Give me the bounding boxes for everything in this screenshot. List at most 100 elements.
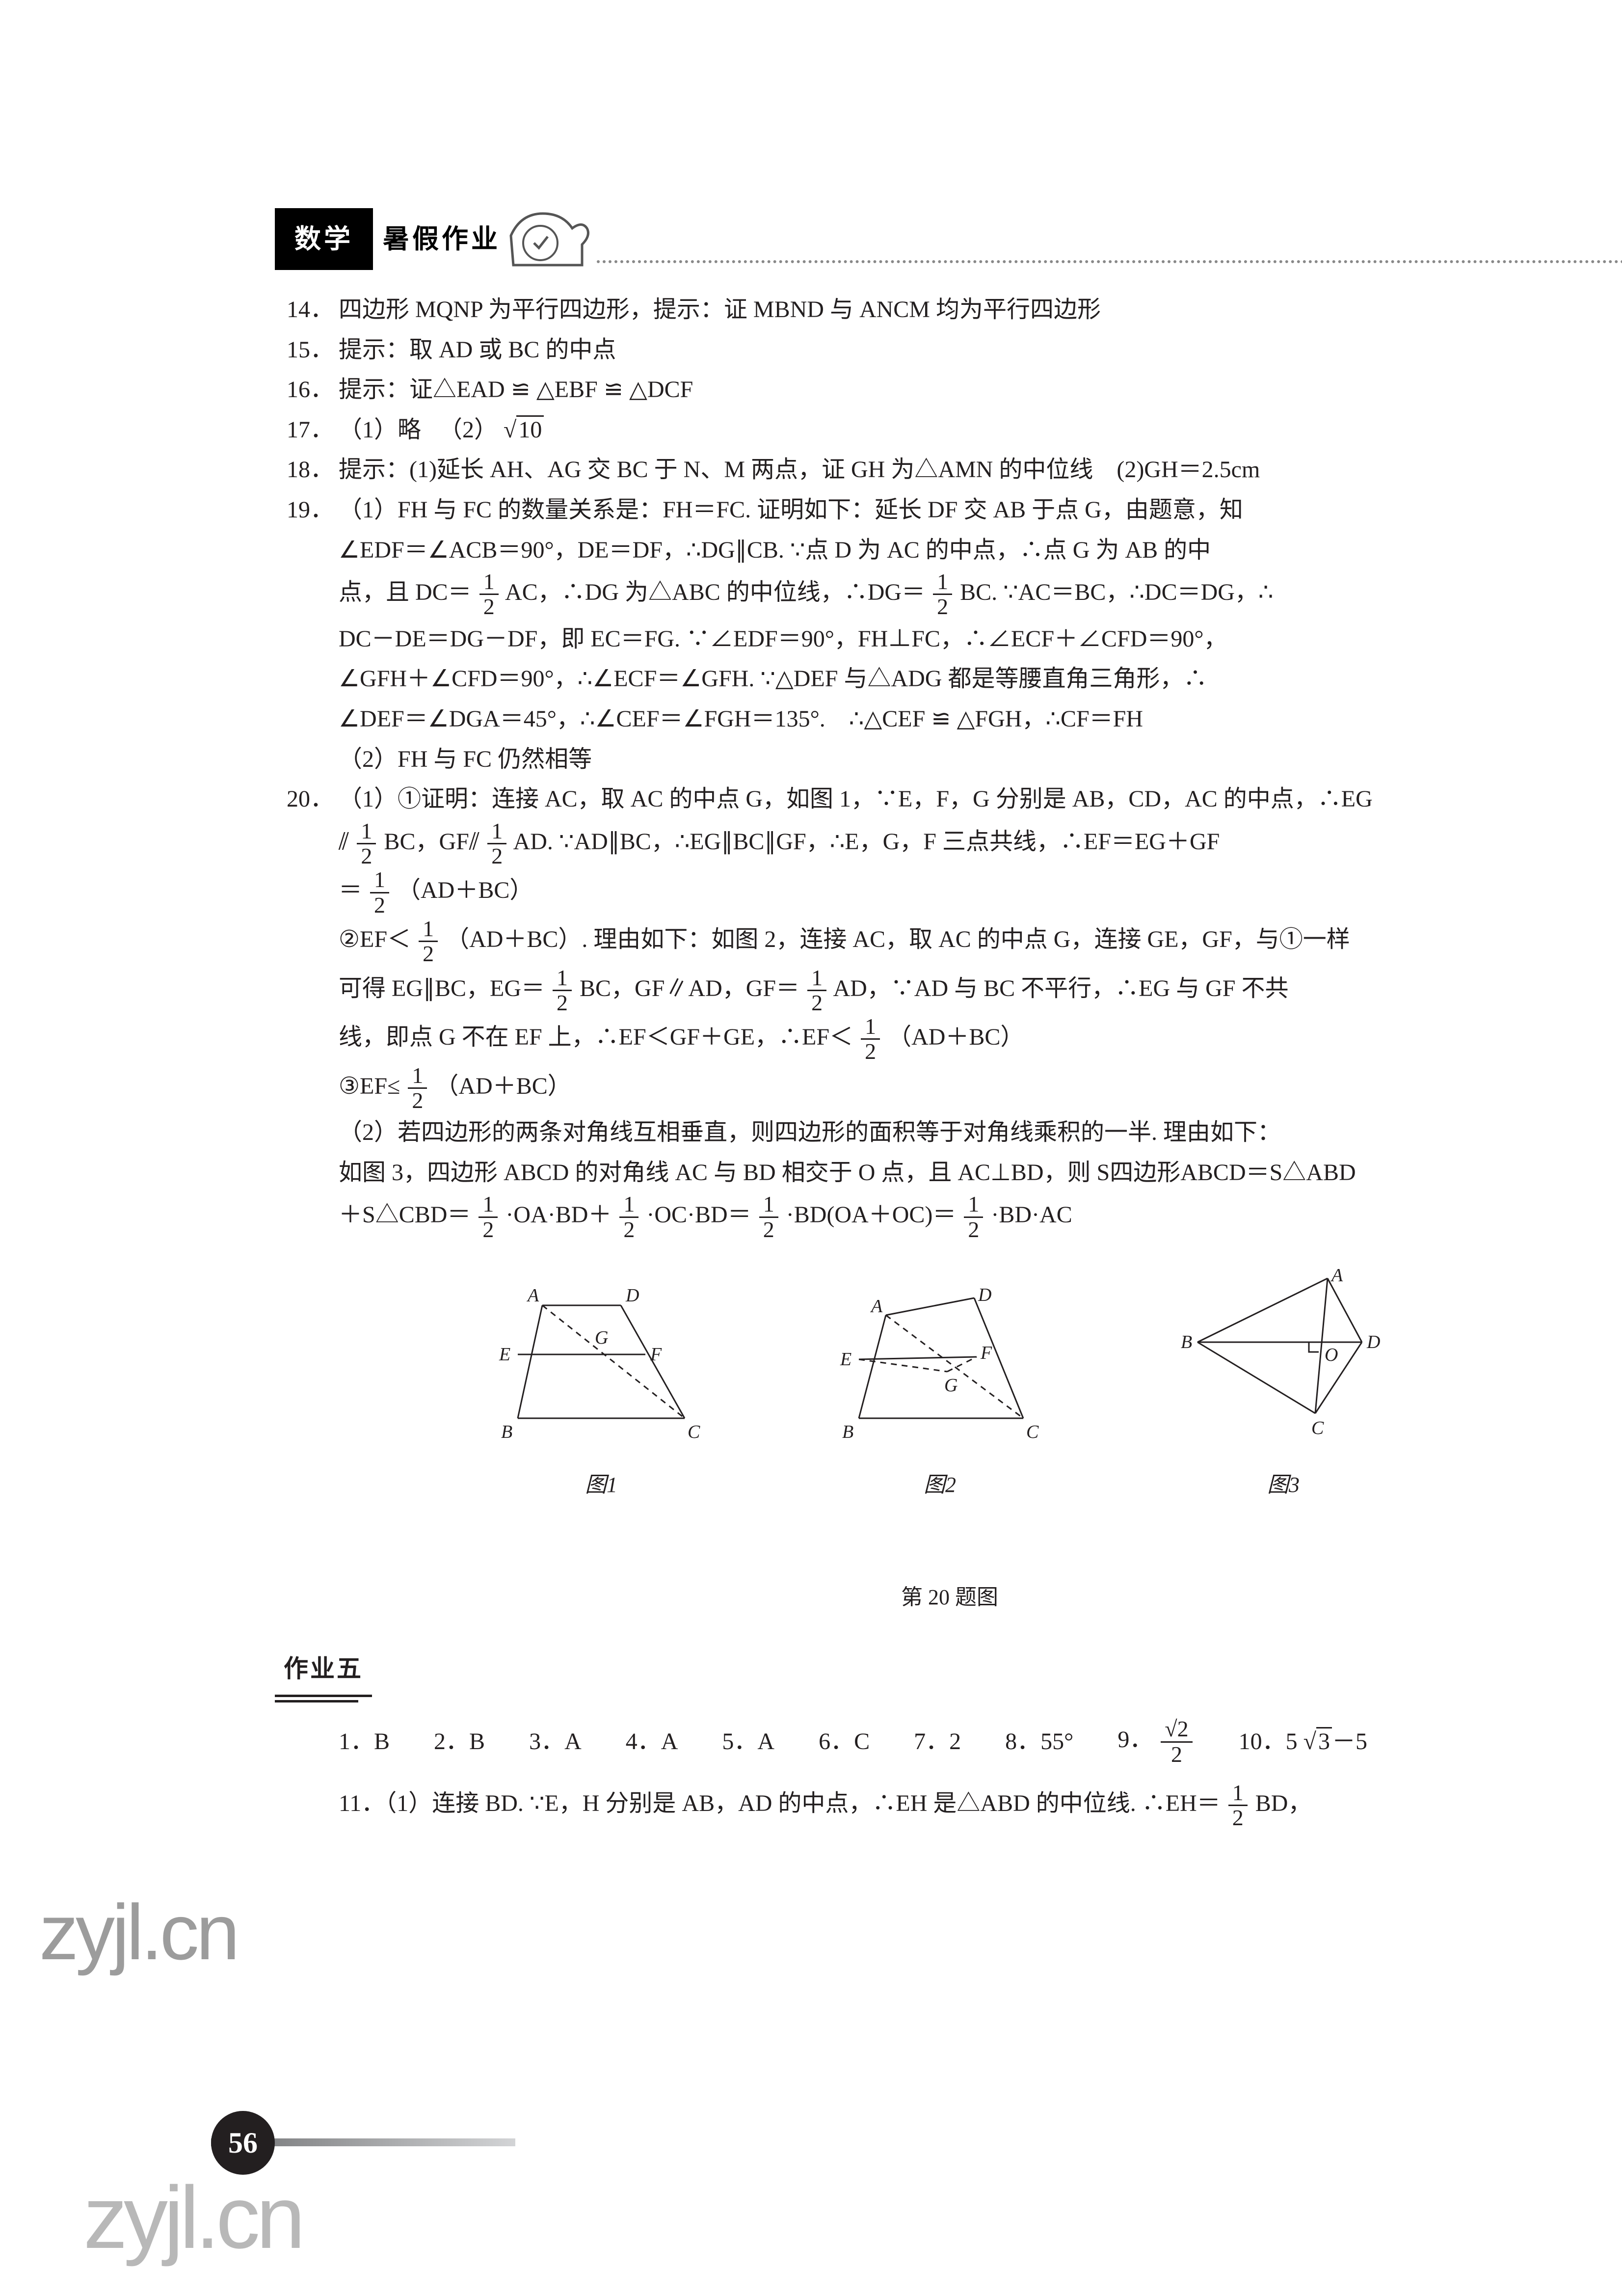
answer-text: ⫽ 12 BC，GF⫽ 12 AD. ∵AD∥BC，∴EG∥BC∥GF，∴E，G… (275, 819, 1622, 868)
figures-svg: ADEFGBC图1ADEFGBC图2ABDCO图3 (385, 1256, 1514, 1561)
fraction: 12 (370, 868, 389, 917)
answer-row: 1．B 2．B 3．A 4．A 5．A 6．C 7．2 8．55° 9． √2 … (275, 1717, 1622, 1766)
answer-text: ＋S△CBD＝ 12 ·OA·BD＋ 12 ·OC·BD＝ 12 ·BD(OA＋… (275, 1192, 1622, 1242)
text: （AD＋BC） (397, 877, 533, 903)
svg-text:C: C (688, 1422, 700, 1442)
section-heading-box: 作业五 (275, 1645, 1622, 1702)
page-number-decoration: 56 (211, 2111, 555, 2146)
sqrt: √10 (504, 410, 544, 450)
fraction: 12 (479, 1192, 498, 1242)
part: （1）略 (339, 417, 421, 443)
svg-text:A: A (526, 1285, 539, 1306)
svg-text:B: B (1181, 1332, 1192, 1352)
fraction: 12 (759, 1192, 778, 1242)
svg-text:D: D (1366, 1332, 1380, 1352)
page-number: 56 (211, 2111, 275, 2175)
text: ＋S△CBD＝ (339, 1202, 471, 1228)
svg-text:F: F (650, 1344, 662, 1365)
choice-answer: 6．C (819, 1722, 870, 1762)
svg-text:A: A (870, 1296, 883, 1317)
text: 11．（1）连接 BD. ∵E，H 分别是 AB，AD 的中点，∴EH 是△AB… (339, 1790, 1221, 1816)
answer-text: （2）若四边形的两条对角线互相垂直，则四边形的面积等于对角线乘积的一半. 理由如… (275, 1112, 1622, 1153)
answer-text: 提示：取 AD 或 BC 的中点 (339, 330, 1622, 370)
svg-text:G: G (595, 1327, 608, 1348)
text: BC. ∵AC＝BC，∴DC＝DG，∴ (960, 579, 1273, 605)
item-number: 18． (275, 450, 339, 490)
choice-answer: 2．B (434, 1722, 485, 1762)
text: ⫽ (339, 829, 349, 855)
fraction: 12 (479, 570, 499, 619)
text: ·OC·BD＝ (646, 1202, 751, 1228)
text: （AD＋BC） (435, 1073, 571, 1099)
text: ·BD·AC (991, 1202, 1072, 1228)
svg-text:图2: 图2 (924, 1473, 956, 1497)
svg-text:O: O (1325, 1345, 1338, 1365)
svg-text:C: C (1026, 1422, 1039, 1442)
answer-text: 线，即点 G 不在 EF 上，∴EF＜GF＋GE，∴EF＜ 12 （AD＋BC） (275, 1015, 1622, 1064)
sqrt: √3 (1303, 1722, 1332, 1762)
watermark-text: zyjl.cn (39, 1888, 237, 1976)
answer-text: ∠EDF＝∠ACB＝90°，DE＝DF，∴DG∥CB. ∵点 D 为 AC 的中… (275, 530, 1622, 570)
item-number: 16． (275, 370, 339, 410)
text: 线，即点 G 不在 EF 上，∴EF＜GF＋GE，∴EF＜ (339, 1024, 853, 1050)
text: ·BD(OA＋OC)＝ (786, 1202, 957, 1228)
answer-text: 四边形 MQNP 为平行四边形，提示：证 MBND 与 ANCM 均为平行四边形 (339, 290, 1622, 330)
svg-text:B: B (501, 1422, 512, 1442)
choice-answer: 9． √2 2 (1117, 1717, 1194, 1766)
answer-text: 提示：证△EAD ≌ △EBF ≌ △DCF (339, 370, 1622, 410)
text: ②EF＜ (339, 926, 411, 952)
text: （AD＋BC）. 理由如下：如图 2，连接 AC，取 AC 的中点 G，连接 G… (446, 926, 1350, 952)
svg-text:D: D (978, 1285, 991, 1305)
answer-text: （1）略 （2） √10 (339, 410, 1622, 450)
fraction: 12 (357, 819, 376, 868)
answer-text: ＝ 12 （AD＋BC） (275, 868, 1622, 917)
fraction: 12 (419, 917, 438, 966)
answer-text: ②EF＜ 12 （AD＋BC）. 理由如下：如图 2，连接 AC，取 AC 的中… (275, 917, 1622, 966)
fraction: 12 (861, 1015, 880, 1064)
choice-answer: 1．B (339, 1722, 390, 1762)
answer-text: ③EF≤ 12 （AD＋BC） (275, 1064, 1622, 1113)
choice-answer: 10．5 √3－5 (1239, 1722, 1367, 1762)
svg-text:C: C (1311, 1418, 1324, 1438)
section-underline (275, 1700, 358, 1702)
text: AD. ∵AD∥BC，∴EG∥BC∥GF，∴E，G，F 三点共线，∴EF＝EG＋… (513, 829, 1220, 855)
svg-text:E: E (840, 1349, 851, 1370)
text: （AD＋BC） (888, 1024, 1024, 1050)
svg-text:G: G (944, 1375, 957, 1396)
text: ·OA·BD＋ (505, 1202, 612, 1228)
item-number: 19． (275, 490, 339, 530)
answer-text: 点，且 DC＝ 12 AC，∴DG 为△ABC 的中位线，∴DG＝ 12 BC.… (275, 570, 1622, 619)
text: 点，且 DC＝ (339, 579, 472, 605)
text: BD， (1255, 1790, 1312, 1816)
watermark-text: zyjl.cn (83, 2168, 301, 2267)
answer-text: 可得 EG∥BC，EG＝ 12 BC，GF∥AD，GF＝ 12 AD，∵AD 与… (275, 966, 1622, 1015)
fraction: 12 (807, 966, 826, 1015)
fraction: √2 2 (1161, 1717, 1192, 1766)
text: AC，∴DG 为△ABC 的中位线，∴DG＝ (505, 579, 925, 605)
answer-text: （1）FH 与 FC 的数量关系是：FH＝FC. 证明如下：延长 DF 交 AB… (339, 490, 1622, 530)
text: 10．5 (1239, 1729, 1298, 1755)
fraction: 12 (619, 1192, 638, 1242)
item-number: 17． (275, 410, 339, 450)
answer-text: （2）FH 与 FC 仍然相等 (275, 739, 1622, 780)
header-title: 暑假作业 (373, 209, 510, 270)
answer-text: 如图 3，四边形 ABCD 的对角线 AC 与 BD 相交于 O 点，且 AC⊥… (275, 1153, 1622, 1193)
answer-text: 11．（1）连接 BD. ∵E，H 分别是 AB，AD 的中点，∴EH 是△AB… (275, 1781, 1622, 1830)
choice-answer: 4．A (626, 1722, 678, 1762)
watermark-logo: zyjl.cn (39, 1865, 237, 1999)
choice-answer: 7．2 (914, 1722, 961, 1762)
choice-answer: 3．A (529, 1722, 582, 1762)
part: （2） (439, 417, 498, 443)
answer-text: ∠GFH＋∠CFD＝90°，∴∠ECF＝∠GFH. ∵△DEF 与△ADG 都是… (275, 659, 1622, 699)
svg-text:E: E (499, 1344, 510, 1365)
watermark-logo: zyjl.cn (83, 2143, 301, 2293)
figure-row: ADEFGBC图1ADEFGBC图2ABDCO图3 第 20 题图 (275, 1256, 1622, 1616)
item-number: 20． (275, 779, 339, 819)
answer-text: 提示：(1)延长 AH、AG 交 BC 于 N、M 两点，证 GH 为△AMN … (339, 450, 1622, 490)
answer-text: （1）①证明：连接 AC，取 AC 的中点 G，如图 1，∵E，F，G 分别是 … (339, 779, 1622, 819)
text: －5 (1332, 1729, 1367, 1755)
text: ＝ (339, 877, 362, 903)
fraction: 12 (553, 966, 572, 1015)
header-subject: 数学 (275, 208, 373, 270)
text: AD，∵AD 与 BC 不平行，∴EG 与 GF 不共 (833, 975, 1288, 1001)
